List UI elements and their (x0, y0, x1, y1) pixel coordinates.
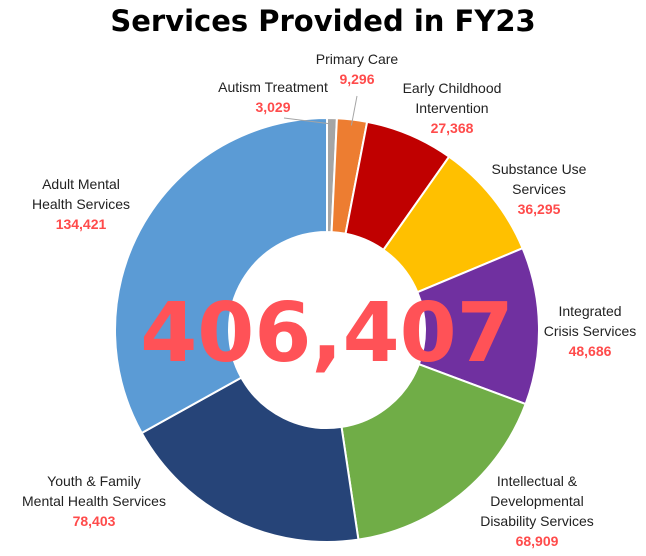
value-youth-and-family-mental-health-services: 78,403 (73, 513, 116, 529)
label-integrated-crisis-services: Integrated Crisis Services 48,686 (544, 303, 637, 359)
value-autism-treatment: 3,029 (255, 99, 290, 115)
label-substance-use-services: Substance Use Services 36,295 (492, 161, 587, 217)
value-integrated-crisis-services: 48,686 (569, 343, 612, 359)
value-adult-mental-health-services: 134,421 (56, 216, 107, 232)
value-primary-care: 9,296 (339, 71, 374, 87)
label-early-childhood-intervention: Early Childhood Intervention 27,368 (403, 80, 502, 136)
value-substance-use-services: 36,295 (518, 201, 561, 217)
total-count: 406,407 (140, 286, 513, 381)
slice-integrated-crisis-services (416, 246, 540, 406)
value-intellectual-and-developmental-disability-services: 68,909 (516, 533, 559, 549)
value-early-childhood-intervention: 27,368 (431, 120, 474, 136)
label-primary-care: Primary Care 9,296 (316, 51, 399, 87)
label-youth-and-family-mental-health-services: Youth & Family Mental Health Services 78,4… (22, 473, 166, 529)
label-adult-mental-health-services: Adult Mental Health Services 134,421 (32, 176, 130, 232)
leader-line (283, 117, 332, 125)
leader-line (350, 95, 358, 126)
chart-title: Services Provided in FY23 (110, 4, 536, 38)
label-intellectual-and-developmental-disability-services: Intellectual & Developmental Disability Se… (480, 473, 594, 549)
label-autism-treatment: Autism Treatment 3,029 (218, 79, 328, 115)
slice-adult-mental-health-services (114, 116, 328, 435)
slice-intellectual-and-developmental-disability-services (340, 362, 527, 541)
slice-youth-and-family-mental-health-services (140, 376, 360, 543)
